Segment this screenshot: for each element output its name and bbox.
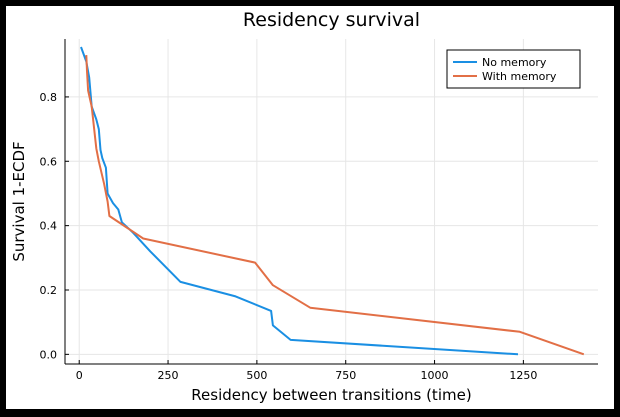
y-tick-label: 0.0: [40, 348, 58, 361]
grid: [65, 39, 598, 364]
legend-box: [446, 49, 581, 89]
x-tick-label: 500: [246, 369, 267, 382]
x-tick-label: 250: [158, 369, 179, 382]
series-lines: [80, 46, 585, 356]
series-line-with-memory: [85, 55, 585, 356]
chart-title: Residency survival: [243, 9, 420, 31]
y-axis-label: Survival 1-ECDF: [10, 141, 28, 261]
y-tick-label: 0.4: [40, 220, 58, 233]
legend-label: No memory: [482, 56, 547, 69]
x-tick-label: 1000: [421, 369, 449, 382]
y-tick-label: 0.8: [40, 91, 58, 104]
x-tick-label: 1250: [509, 369, 537, 382]
series-line-no-memory: [80, 46, 519, 356]
axes: [64, 39, 598, 365]
y-tick-label: 0.2: [40, 284, 58, 297]
y-tick-label: 0.6: [40, 155, 58, 168]
x-axis-label: Residency between transitions (time): [191, 386, 471, 404]
tick-labels: 0 250 500 750 1000 1250 0.0 0.2 0.4 0.6 0.8: [40, 91, 538, 382]
x-tick-label: 750: [335, 369, 356, 382]
chart: 0 250 500 750 1000 1250 0.0 0.2 0.4 0.6 0.8 Reside…: [10, 9, 598, 404]
x-tick-label: 0: [76, 369, 83, 382]
chart-frame: 0 250 500 750 1000 1250 0.0 0.2 0.4 0.6 0.8 Reside…: [6, 6, 614, 409]
legend-label: With memory: [482, 70, 557, 83]
